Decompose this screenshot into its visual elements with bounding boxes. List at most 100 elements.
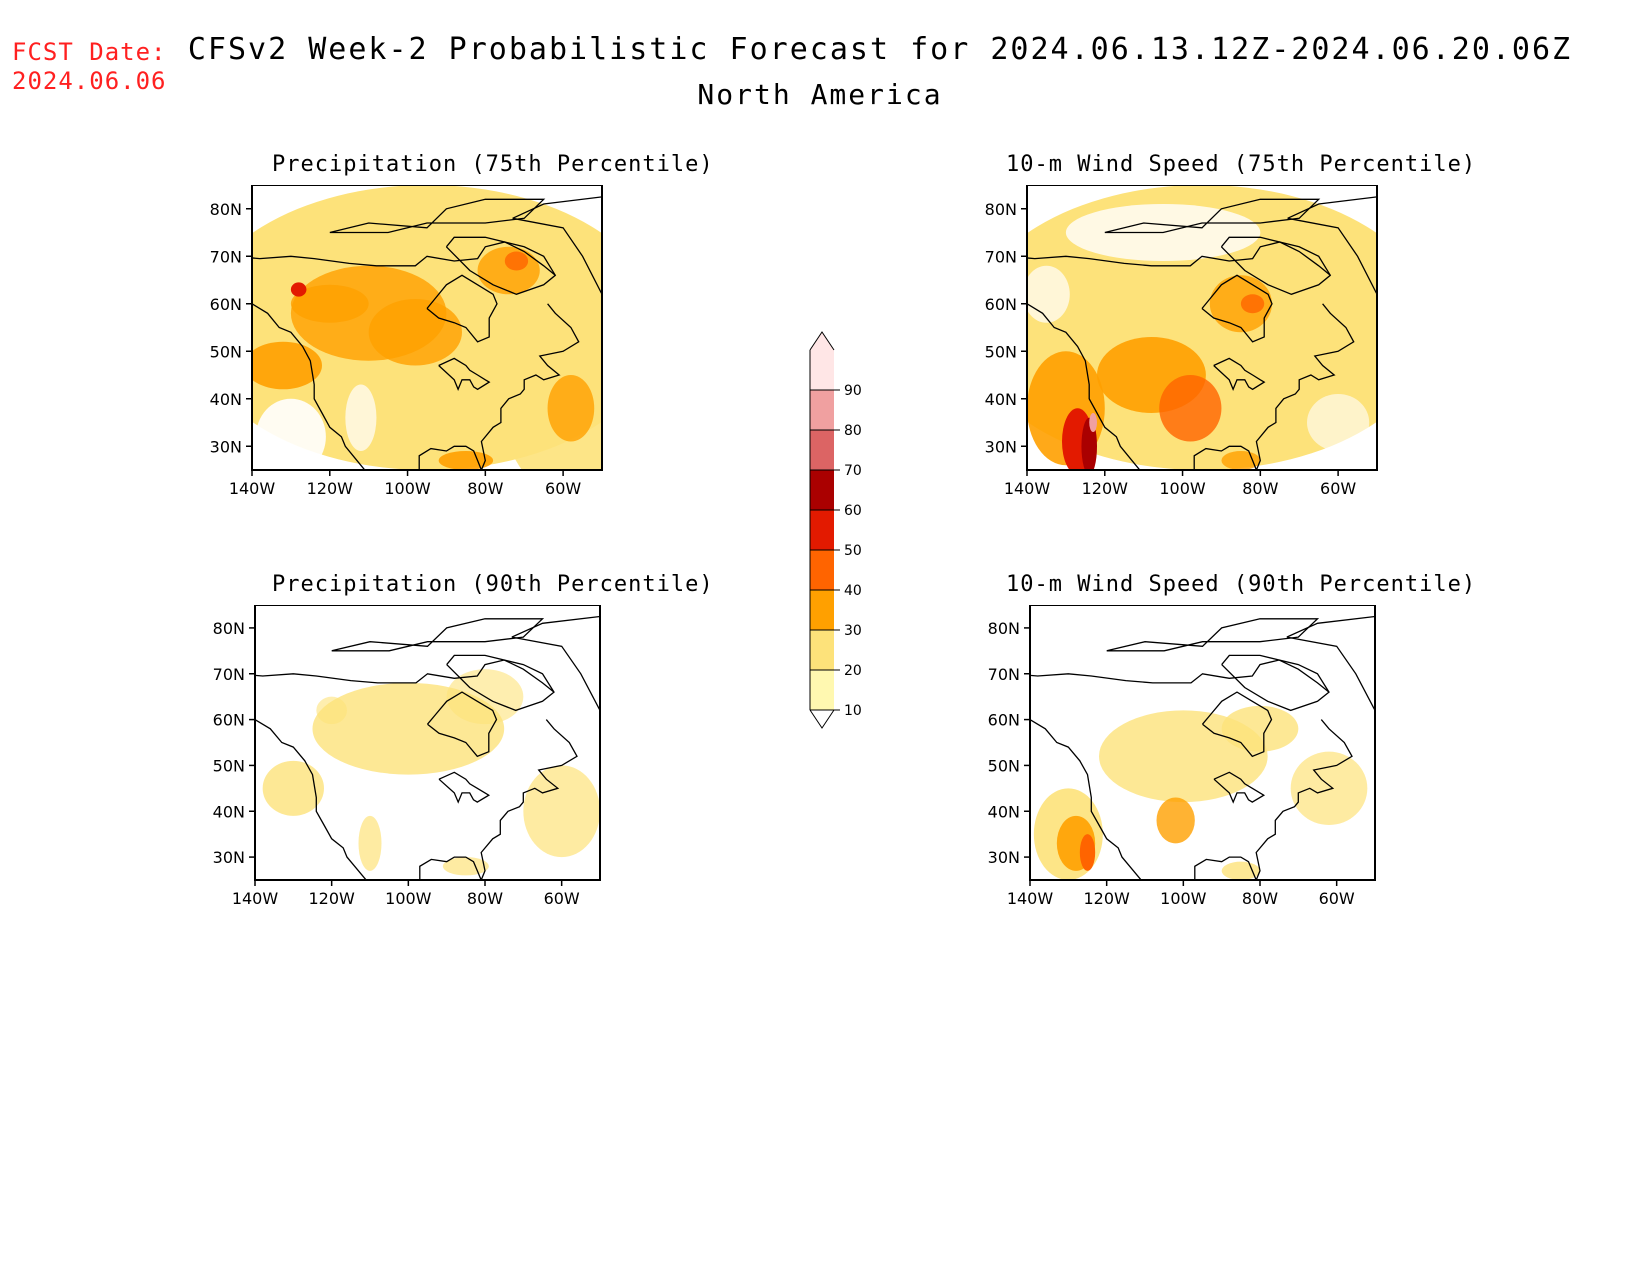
probability-contour	[358, 815, 382, 871]
coastline-west	[255, 718, 367, 880]
coastline-islands	[329, 198, 546, 234]
probability-contour	[368, 299, 462, 366]
map-panel-wind75: 140W 120W 100W 80W 60W 80N 70N 60N 50N 40N 30N	[985, 185, 1378, 498]
lon-tick-label: 60W	[545, 479, 581, 498]
colorbar-swatch	[810, 630, 834, 670]
lon-tick-label: 140W	[1007, 889, 1054, 908]
coastline-hudson	[426, 274, 498, 343]
lat-tick-label: 30N	[210, 437, 242, 456]
colorbar-tick-label: 10	[844, 703, 862, 719]
colorbar-tick-label: 50	[844, 543, 862, 559]
coastline-gulf	[419, 719, 578, 880]
lon-tick-label: 120W	[1083, 889, 1130, 908]
probability-contour	[345, 384, 377, 451]
probability-contour	[504, 251, 529, 271]
map-frame	[1029, 605, 1376, 881]
probability-contour	[290, 284, 369, 323]
coastline-hudson	[1201, 274, 1273, 343]
probability-contour	[1027, 265, 1070, 323]
lon-tick-label: 80W	[1242, 889, 1278, 908]
coastline-baffin	[1221, 654, 1330, 712]
lat-tick-label: 80N	[213, 619, 245, 638]
fcst-date-caption: FCST Date:	[12, 38, 167, 66]
panel-title-wind75: 10-m Wind Speed (75th Percentile)	[1006, 152, 1477, 177]
region-subtitle: North America	[697, 78, 943, 111]
lat-tick-label: 60N	[210, 295, 242, 314]
lat-tick-label: 50N	[213, 756, 245, 775]
colorbar-tick-label: 30	[844, 623, 862, 639]
page-title: CFSv2 Week-2 Probabilistic Forecast for …	[187, 32, 1573, 67]
colorbar-tick-label: 40	[844, 583, 862, 599]
coastline-gulf	[1194, 719, 1353, 880]
coastline-arctic	[252, 241, 556, 276]
lon-tick-label: 100W	[1159, 479, 1206, 498]
lon-tick-label: 140W	[229, 479, 276, 498]
coastline-west	[252, 303, 366, 470]
colorbar-swatch	[810, 350, 834, 390]
lat-tick-label: 60N	[985, 295, 1017, 314]
coastline-islands	[1106, 618, 1320, 652]
coastline-islands	[331, 618, 545, 652]
lat-tick-label: 70N	[210, 247, 242, 266]
probability-contour	[523, 765, 600, 858]
probability-contour	[1221, 451, 1261, 470]
colorbar-bottom-arrow	[809, 709, 835, 729]
coastline-baffin	[445, 236, 557, 295]
colorbar-swatch	[810, 590, 834, 630]
lon-tick-label: 100W	[384, 479, 431, 498]
lat-tick-label: 70N	[213, 665, 245, 684]
lon-tick-label: 80W	[467, 889, 503, 908]
probability-contour	[1290, 751, 1368, 825]
colorbar-swatch	[810, 430, 834, 470]
map-frame	[1026, 185, 1378, 471]
panel-title-precip90: Precipitation (90th Percentile)	[272, 572, 714, 597]
probability-contour	[252, 341, 322, 390]
coastline-lakes	[438, 771, 491, 804]
probability-contour	[1240, 294, 1265, 314]
probability-contour	[290, 282, 307, 297]
probability-contour	[1079, 834, 1096, 871]
coastline-greenland	[512, 196, 602, 296]
lat-tick-label: 30N	[988, 848, 1020, 867]
coastline-greenland	[511, 615, 600, 712]
probability-contour	[477, 246, 540, 295]
colorbar-top-arrow	[809, 331, 835, 351]
colorbar-tick-label: 60	[844, 503, 862, 519]
colorbar-swatch	[810, 670, 834, 710]
lon-tick-label: 140W	[1004, 479, 1051, 498]
lon-tick-label: 80W	[1242, 479, 1278, 498]
lat-tick-label: 40N	[988, 802, 1020, 821]
lon-tick-label: 60W	[544, 889, 580, 908]
lat-tick-label: 50N	[210, 342, 242, 361]
probability-contour	[262, 760, 324, 816]
coastline-gulf	[418, 303, 580, 470]
coastline-arctic	[1030, 659, 1330, 693]
coastline-lakes	[438, 357, 491, 392]
probability-contour	[1089, 413, 1097, 432]
probability-contour	[1156, 797, 1195, 844]
probability-contour	[316, 696, 347, 725]
coastline-hudson	[1202, 691, 1273, 758]
coastline-lakes	[1213, 771, 1266, 804]
fcst-date-value: 2024.06.06	[12, 67, 167, 95]
map-panel-precip75: 140W 120W 100W 80W 60W 80N 70N 60N 50N 40N 30N	[210, 185, 603, 498]
colorbar-tick-label: 90	[844, 383, 862, 399]
lon-tick-label: 140W	[232, 889, 279, 908]
lat-tick-label: 40N	[213, 802, 245, 821]
lon-tick-label: 60W	[1319, 889, 1355, 908]
probability-contour	[255, 398, 326, 470]
lat-tick-label: 30N	[213, 848, 245, 867]
coastline-greenland	[1287, 196, 1377, 296]
lon-tick-label: 80W	[467, 479, 503, 498]
colorbar-tick-label: 20	[844, 663, 862, 679]
lon-tick-label: 120W	[1082, 479, 1129, 498]
lat-tick-label: 40N	[210, 390, 242, 409]
lon-tick-label: 100W	[1160, 889, 1207, 908]
panel-title-precip75: Precipitation (75th Percentile)	[272, 152, 714, 177]
lat-tick-label: 70N	[985, 247, 1017, 266]
coastline-greenland	[1286, 615, 1375, 712]
lon-tick-label: 120W	[307, 479, 354, 498]
coastline-arctic	[1027, 241, 1331, 276]
coastline-arctic	[255, 659, 555, 693]
coastline-hudson	[427, 691, 498, 758]
